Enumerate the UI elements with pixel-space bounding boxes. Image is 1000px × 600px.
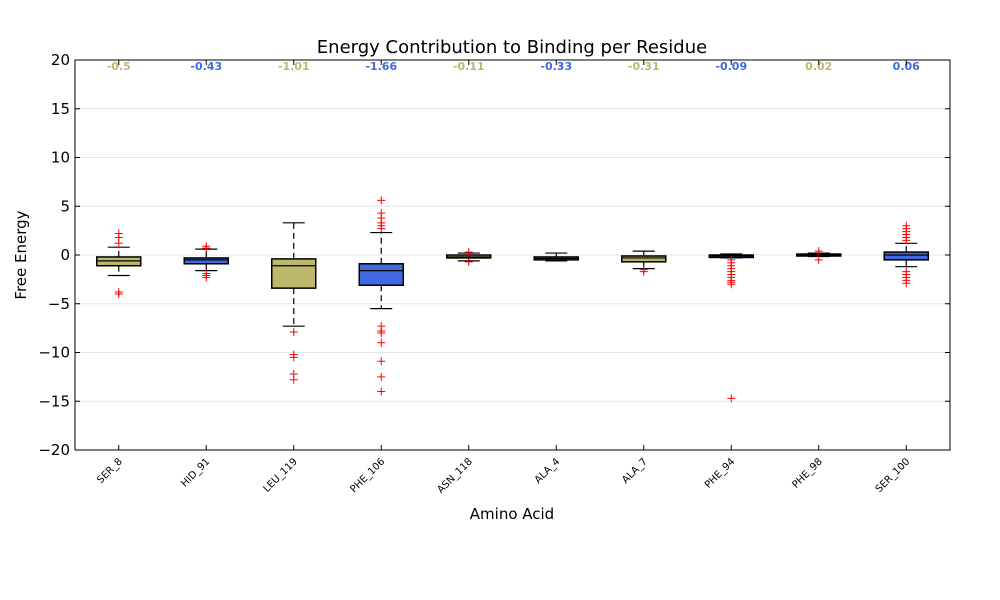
x-axis-label: Amino Acid bbox=[470, 505, 554, 523]
box-hid-91 bbox=[183, 242, 229, 282]
outlier-marker bbox=[377, 387, 386, 396]
outlier-marker bbox=[727, 280, 736, 289]
outlier-marker bbox=[814, 247, 823, 256]
x-tick-label: LEU_119 bbox=[261, 456, 299, 494]
box-leu-119 bbox=[271, 222, 317, 384]
outlier-marker bbox=[727, 394, 736, 403]
x-tick-label: SER_8 bbox=[95, 456, 125, 486]
outlier-marker bbox=[289, 375, 298, 384]
y-axis-label: Free Energy bbox=[12, 210, 30, 299]
y-tick-label: −10 bbox=[38, 344, 70, 362]
y-tick-label: 20 bbox=[51, 51, 70, 69]
mean-value-label: -1.66 bbox=[365, 60, 397, 73]
y-tick-label: 15 bbox=[51, 100, 70, 118]
outlier-marker bbox=[377, 224, 386, 233]
mean-value-label: -0.5 bbox=[107, 60, 131, 73]
outlier-marker bbox=[464, 248, 473, 257]
mean-labels: -0.5 -0.43 -1.01 -1.66 -0.11 -0.33 -0.31 -0.09 0… bbox=[107, 60, 920, 73]
mean-value-label: -0.11 bbox=[453, 60, 485, 73]
outlier-marker bbox=[377, 372, 386, 381]
mean-value-label: 0.06 bbox=[893, 60, 920, 73]
y-tick-label: −15 bbox=[38, 392, 70, 410]
y-tick-label: −20 bbox=[38, 441, 70, 459]
outlier-marker bbox=[464, 257, 473, 266]
x-tick-label: PHE_106 bbox=[349, 456, 388, 495]
box-ala-7 bbox=[621, 250, 667, 276]
outlier-marker bbox=[639, 267, 648, 276]
x-tick-label: ALA_7 bbox=[620, 456, 650, 486]
outlier-marker bbox=[202, 244, 211, 253]
box-ala-4 bbox=[533, 252, 579, 262]
x-tick-label: HID_91 bbox=[179, 456, 212, 489]
box-phe-106 bbox=[358, 196, 404, 396]
y-tick-label: 5 bbox=[60, 197, 70, 215]
boxes-layer bbox=[96, 196, 929, 403]
mean-value-label: -0.43 bbox=[190, 60, 222, 73]
outlier-marker bbox=[202, 273, 211, 282]
outlier-marker bbox=[289, 328, 298, 337]
outlier-marker bbox=[289, 353, 298, 362]
box-phe-94 bbox=[708, 253, 754, 403]
outlier-marker bbox=[902, 236, 911, 245]
y-tick-label: 0 bbox=[60, 246, 70, 264]
mean-value-label: -0.09 bbox=[715, 60, 747, 73]
mean-value-label: -0.31 bbox=[628, 60, 660, 73]
box-ser-100 bbox=[883, 221, 929, 288]
box-body bbox=[883, 251, 929, 261]
x-tick-label: SER_100 bbox=[874, 456, 913, 495]
outlier-marker bbox=[377, 357, 386, 366]
outlier-marker bbox=[902, 279, 911, 288]
box-body bbox=[621, 255, 667, 263]
outlier-marker bbox=[814, 255, 823, 264]
x-tick-label: ASN_118 bbox=[435, 456, 474, 495]
box-body bbox=[271, 258, 317, 289]
outlier-marker bbox=[377, 338, 386, 347]
mean-value-label: -0.33 bbox=[540, 60, 572, 73]
x-tick-label: PHE_94 bbox=[703, 456, 737, 490]
x-axis-ticks: SER_8 HID_91 LEU_119 PHE_106 ASN_118 ALA_4 ALA… bbox=[95, 60, 912, 496]
x-tick-label: PHE_98 bbox=[791, 456, 825, 490]
x-tick-label: ALA_4 bbox=[533, 456, 563, 486]
box-ser-8 bbox=[96, 229, 142, 298]
outlier-marker bbox=[114, 290, 123, 298]
outlier-marker bbox=[377, 196, 386, 205]
box-asn-118 bbox=[446, 248, 492, 266]
outlier-marker bbox=[377, 329, 386, 337]
outlier-marker bbox=[114, 239, 123, 248]
y-tick-label: −5 bbox=[48, 295, 70, 313]
mean-value-label: -1.01 bbox=[278, 60, 310, 73]
grid-lines bbox=[75, 108, 950, 402]
box-body bbox=[358, 263, 404, 286]
chart-title: Energy Contribution to Binding per Resid… bbox=[317, 37, 707, 58]
y-tick-label: 10 bbox=[51, 149, 70, 167]
box-phe-98 bbox=[796, 247, 842, 264]
y-axis-ticks: 20 15 10 5 0 −5 −10 −15 −20 bbox=[38, 51, 950, 459]
mean-value-label: 0.02 bbox=[805, 60, 832, 73]
box-body bbox=[183, 257, 229, 265]
